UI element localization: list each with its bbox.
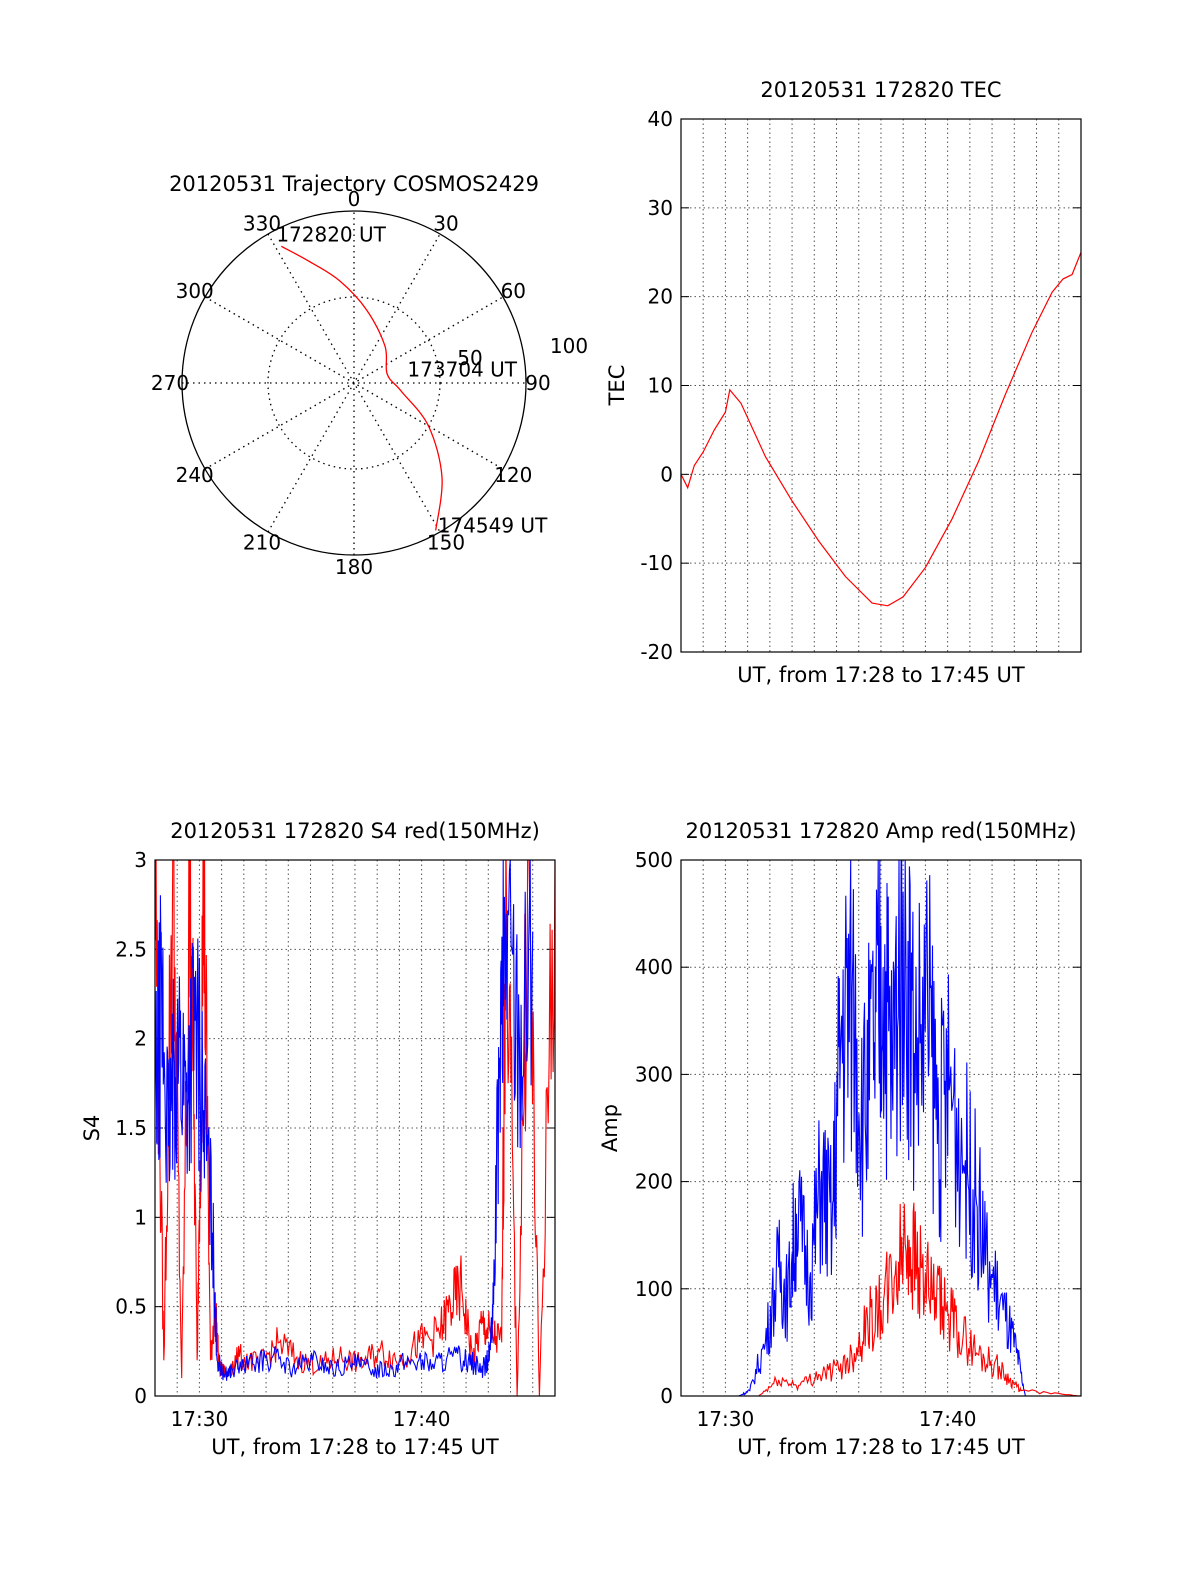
polar-radius-label: 50 [457,346,482,370]
series-line-red [155,860,555,1396]
trajectory-line [280,245,443,531]
y-tick-label: 3 [134,848,147,872]
amp-panel: 20120531 172820 Amp red(150MHz) 0 100 200 3… [598,819,1082,1459]
s4-x-label: UT, from 17:28 to 17:45 UT [211,1435,499,1459]
polar-angle-label: 330 [243,212,281,236]
series-line-blue [155,860,534,1381]
y-tick-label: 0 [660,462,673,486]
polar-angle-label: 240 [176,463,214,487]
amp-grid [681,860,1081,1396]
tec-y-ticks: -20 -10 0 10 20 30 40 [640,107,1081,664]
amp-x-ticks: 17:30 17:40 [697,1407,977,1431]
series-line-red [681,252,1081,607]
polar-angle-label: 0 [348,187,361,211]
y-tick-label: 2 [134,1027,147,1051]
polar-angle-label: 60 [501,279,526,303]
x-tick-label: 17:40 [919,1407,977,1431]
s4-y-ticks: 0 0.5 1 1.5 2 2.5 3 [115,848,555,1408]
y-tick-label: 20 [648,285,673,309]
polar-radius-labels: 50 100 [457,334,588,370]
y-tick-label: 0 [660,1384,673,1408]
polar-angle-labels: 0 30 60 90 120 150 180 210 240 270 300 330 [151,187,551,579]
polar-angle-label: 210 [243,530,281,554]
y-tick-label: 500 [635,848,673,872]
x-tick-label: 17:30 [171,1407,229,1431]
amp-frame [680,859,1082,1397]
series-line-blue [681,860,1081,1396]
annotation-end: 174549 UT [438,513,548,537]
y-tick-label: 1.5 [115,1116,147,1140]
polar-grid [181,210,527,556]
amp-y-ticks: 0 100 200 300 400 500 [635,848,1081,1408]
y-tick-label: 400 [635,955,673,979]
x-tick-label: 17:40 [393,1407,451,1431]
amp-y-label: Amp [598,1104,622,1152]
s4-panel: 20120531 172820 S4 red(150MHz) 0 0.5 1 1.5 2… [80,819,556,1459]
polar-mid-circle [267,296,441,470]
y-tick-label: 30 [648,196,673,220]
s4-frame [154,859,556,1397]
polar-angle-label: 120 [494,463,532,487]
y-tick-label: 1 [134,1205,147,1229]
y-tick-label: 0.5 [115,1295,147,1319]
amp-series [681,860,1081,1396]
polar-panel: 20120531 Trajectory COSMOS2429 0 30 60 90 12… [151,172,588,579]
s4-y-label: S4 [80,1115,104,1142]
y-tick-label: 40 [648,107,673,131]
tec-grid [681,119,1081,652]
polar-angle-label: 30 [433,212,458,236]
s4-series [155,860,555,1396]
tec-panel: 20120531 172820 TEC -20 -10 0 10 20 30 40 UT, … [605,78,1082,687]
tec-frame [680,118,1082,653]
polar-angle-label: 90 [525,371,550,395]
y-tick-label: 200 [635,1170,673,1194]
annotation-mid: 173704 UT [407,357,517,381]
tec-title: 20120531 172820 TEC [760,78,1001,102]
amp-x-label: UT, from 17:28 to 17:45 UT [737,1435,1025,1459]
polar-angle-label: 270 [151,371,189,395]
y-tick-label: -10 [640,551,673,575]
y-tick-label: 10 [648,374,673,398]
amp-title: 20120531 172820 Amp red(150MHz) [685,819,1076,843]
tec-series [681,252,1081,607]
tec-x-label: UT, from 17:28 to 17:45 UT [737,663,1025,687]
polar-angle-label: 180 [335,555,373,579]
y-tick-label: 2.5 [115,937,147,961]
y-tick-label: 100 [635,1277,673,1301]
s4-x-ticks: 17:30 17:40 [171,1407,451,1431]
polar-spoke [267,233,441,533]
x-tick-label: 17:30 [697,1407,755,1431]
polar-radius-label: 100 [550,334,588,358]
series-line-red [681,1202,1081,1396]
annotation-start: 172820 UT [276,222,386,246]
y-tick-label: 0 [134,1384,147,1408]
tec-y-label: TEC [605,365,629,407]
y-tick-label: -20 [640,640,673,664]
polar-angle-label: 150 [427,530,465,554]
polar-angle-label: 300 [176,279,214,303]
s4-title: 20120531 172820 S4 red(150MHz) [170,819,540,843]
polar-title: 20120531 Trajectory COSMOS2429 [169,172,539,196]
y-tick-label: 300 [635,1062,673,1086]
